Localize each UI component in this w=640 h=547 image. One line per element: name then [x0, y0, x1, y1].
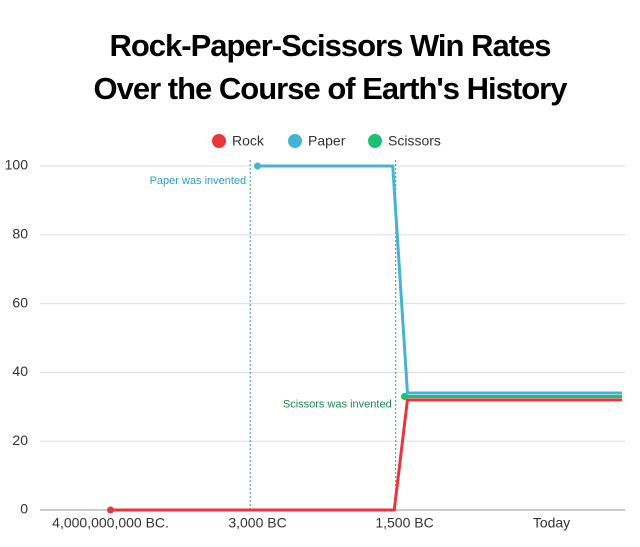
legend-label: Scissors — [388, 133, 441, 149]
annotation-text: Scissors was invented — [283, 398, 392, 410]
y-tick-label: 40 — [12, 363, 28, 379]
x-tick-label: 4,000,000,000 BC. — [52, 515, 169, 531]
y-tick-label: 20 — [12, 432, 28, 448]
series-start-dot — [254, 162, 262, 170]
series-start-dot — [107, 506, 115, 514]
series-start-dot — [401, 392, 409, 400]
annotation-text: Paper was invented — [150, 175, 247, 187]
legend-marker — [368, 134, 382, 148]
legend-label: Paper — [308, 133, 346, 149]
x-tick-label: Today — [533, 515, 570, 531]
y-tick-label: 80 — [12, 226, 28, 242]
x-tick-label: 1,500 BC — [375, 515, 433, 531]
legend-label: Rock — [232, 133, 265, 149]
chart-title: Over the Course of Earth's History — [94, 71, 569, 106]
legend-marker — [212, 134, 226, 148]
y-tick-label: 100 — [5, 157, 29, 173]
series-line — [110, 398, 623, 512]
chart-title: Rock-Paper-Scissors Win Rates — [109, 28, 550, 63]
x-tick-label: 3,000 BC — [228, 515, 286, 531]
y-tick-label: 0 — [20, 501, 28, 517]
series-line — [257, 164, 623, 395]
legend-marker — [288, 134, 302, 148]
y-tick-label: 60 — [12, 294, 28, 310]
